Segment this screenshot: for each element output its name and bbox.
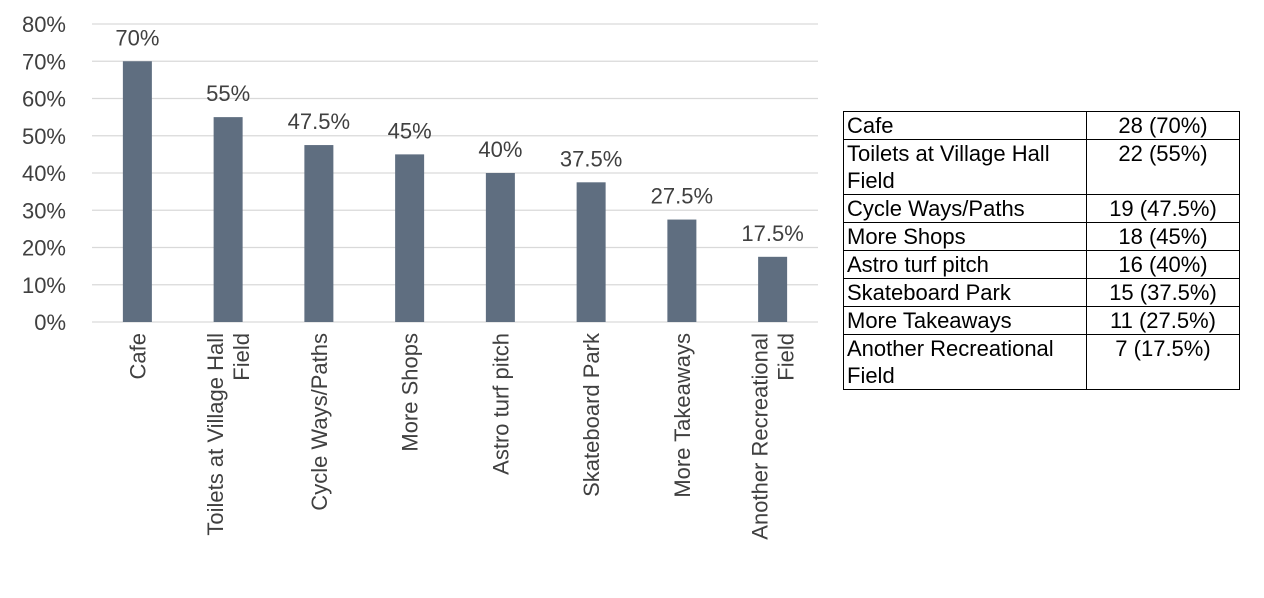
x-category-label: Toilets at Village HallField: [203, 333, 254, 536]
y-tick-label: 10%: [22, 273, 66, 298]
data-label: 17.5%: [741, 221, 803, 246]
data-label: 37.5%: [560, 146, 622, 171]
table-row: Cycle Ways/Paths 19 (47.5%): [843, 194, 1240, 223]
y-tick-label: 50%: [22, 124, 66, 149]
y-tick-label: 70%: [22, 49, 66, 74]
data-labels: 70% 55% 47.5% 45% 40% 37.5% 27.5% 17.5%: [115, 25, 803, 246]
y-tick-label: 30%: [22, 198, 66, 223]
data-label: 45%: [388, 118, 432, 143]
bar: [576, 182, 606, 322]
bar: [667, 219, 697, 322]
table-row: Another Recreational Field 7 (17.5%): [843, 334, 1240, 390]
table-cell-label: Cycle Ways/Paths: [843, 194, 1087, 223]
table-cell-label: Skateboard Park: [843, 278, 1087, 307]
data-label: 55%: [206, 81, 250, 106]
x-category-label: More Shops: [398, 333, 423, 452]
x-category-label: Another RecreationalField: [748, 333, 799, 540]
y-tick-label: 40%: [22, 161, 66, 186]
table-cell-value: 22 (55%): [1086, 139, 1240, 195]
bar-chart: 0% 10% 20% 30% 40% 50% 60% 70% 80% 70% 55% 47.5% 45…: [22, 12, 818, 540]
x-category-label: Cycle Ways/Paths: [307, 333, 332, 511]
x-category-label: More Takeaways: [670, 333, 695, 498]
table-cell-label: More Shops: [843, 222, 1087, 251]
bar: [304, 145, 334, 322]
bars: [122, 61, 788, 322]
table-cell-value: 19 (47.5%): [1086, 194, 1240, 223]
results-table: Cafe 28 (70%) Toilets at Village Hall Fi…: [843, 111, 1240, 390]
table-row: Cafe 28 (70%): [843, 111, 1240, 140]
table-cell-value: 16 (40%): [1086, 250, 1240, 279]
bar: [122, 61, 152, 322]
x-axis-category-labels: Cafe Toilets at Village HallField Cycle Wa…: [125, 332, 798, 540]
table-cell-label: Astro turf pitch: [843, 250, 1087, 279]
table-row: Skateboard Park 15 (37.5%): [843, 278, 1240, 307]
bar: [485, 173, 515, 322]
bar: [758, 256, 788, 322]
table-cell-value: 11 (27.5%): [1086, 306, 1240, 335]
y-axis-tick-labels: 0% 10% 20% 30% 40% 50% 60% 70% 80%: [22, 12, 66, 335]
x-category-label: Skateboard Park: [579, 332, 604, 497]
table-cell-value: 28 (70%): [1086, 111, 1240, 140]
x-category-label: Cafe: [125, 333, 150, 379]
data-label: 40%: [478, 137, 522, 162]
data-label: 70%: [115, 25, 159, 50]
table-cell-value: 15 (37.5%): [1086, 278, 1240, 307]
table-cell-label: More Takeaways: [843, 306, 1087, 335]
table-cell-value: 18 (45%): [1086, 222, 1240, 251]
table-cell-label: Toilets at Village Hall Field: [843, 139, 1087, 195]
table-cell-label: Cafe: [843, 111, 1087, 140]
table-row: More Takeaways 11 (27.5%): [843, 306, 1240, 335]
table-row: Toilets at Village Hall Field 22 (55%): [843, 139, 1240, 195]
y-tick-label: 60%: [22, 87, 66, 112]
table-cell-value: 7 (17.5%): [1086, 334, 1240, 390]
x-category-label: Astro turf pitch: [488, 333, 513, 475]
y-tick-label: 20%: [22, 236, 66, 261]
data-label: 27.5%: [651, 184, 713, 209]
bar: [395, 154, 425, 322]
bar: [213, 117, 243, 322]
table-cell-label: Another Recreational Field: [843, 334, 1087, 390]
y-tick-label: 80%: [22, 12, 66, 37]
table-row: Astro turf pitch 16 (40%): [843, 250, 1240, 279]
data-label: 47.5%: [288, 109, 350, 134]
gridlines: [92, 23, 818, 323]
table-row: More Shops 18 (45%): [843, 222, 1240, 251]
y-tick-label: 0%: [34, 310, 66, 335]
